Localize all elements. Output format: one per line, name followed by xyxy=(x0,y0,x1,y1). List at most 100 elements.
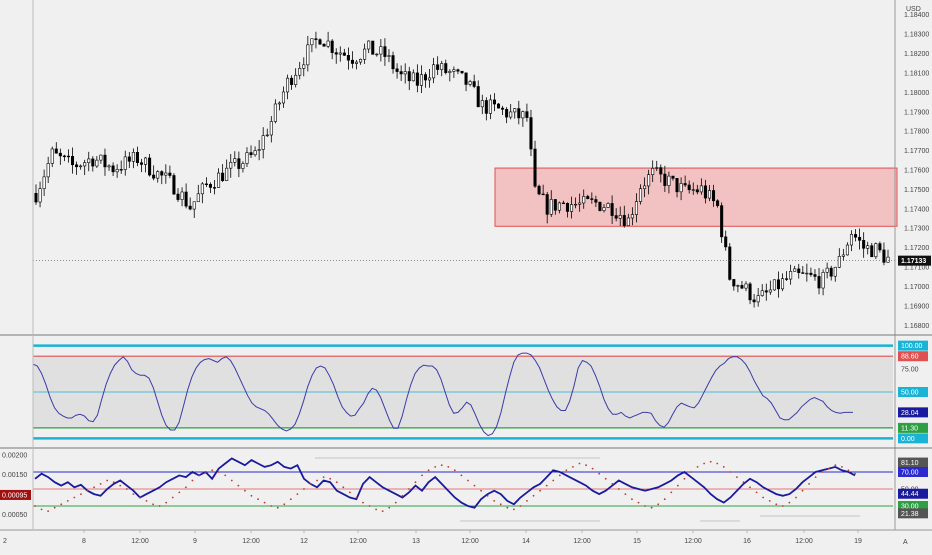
candle xyxy=(253,150,257,156)
osc-dot xyxy=(224,474,227,477)
candle xyxy=(245,152,249,164)
oscillator-pane[interactable] xyxy=(33,457,893,522)
candle xyxy=(144,157,148,165)
osc-dot xyxy=(348,491,351,494)
candle xyxy=(298,68,302,76)
candle xyxy=(578,202,582,205)
osc-dot xyxy=(729,471,732,473)
osc-dot xyxy=(283,503,286,506)
candle xyxy=(38,188,42,203)
osc-dot xyxy=(362,501,364,504)
osc-dot xyxy=(801,489,804,492)
price-tick-label: 1.17700 xyxy=(904,148,929,155)
candle xyxy=(411,72,415,82)
price-tick-label: 1.18300 xyxy=(904,32,929,39)
candle xyxy=(160,171,164,176)
osc-dot xyxy=(821,471,824,473)
osc-dot xyxy=(814,476,817,478)
corner-label[interactable]: A xyxy=(903,539,908,546)
osc-dot xyxy=(506,506,509,509)
osc-dot xyxy=(512,508,515,511)
candle xyxy=(423,74,428,81)
osc-dot xyxy=(631,498,633,501)
candle xyxy=(492,99,496,105)
osc-dot xyxy=(257,498,259,501)
candle xyxy=(359,58,363,63)
candle xyxy=(797,268,801,273)
candle xyxy=(286,77,290,93)
osc-dot xyxy=(211,469,214,472)
candle xyxy=(79,165,83,168)
candle xyxy=(643,185,647,190)
candle xyxy=(476,86,480,108)
osc-dot xyxy=(184,486,187,489)
osc-right-label: 81.10 xyxy=(901,460,919,467)
candle xyxy=(509,111,513,118)
osc-left-label: 0.00150 xyxy=(2,472,27,479)
candle xyxy=(468,81,472,85)
candle xyxy=(237,158,241,169)
stoch-axis-badge xyxy=(898,340,928,351)
candle xyxy=(75,164,79,168)
candle xyxy=(318,39,322,45)
osc-dot xyxy=(696,466,699,468)
osc-dot xyxy=(421,474,423,477)
osc-dot xyxy=(552,479,555,482)
osc-dot xyxy=(834,464,837,467)
osc-dot xyxy=(808,483,810,485)
candle xyxy=(854,234,858,238)
candle xyxy=(131,151,135,162)
candle xyxy=(557,202,561,211)
stoch-axis-badge xyxy=(898,407,928,418)
candle xyxy=(724,236,728,248)
osc-dot xyxy=(66,500,69,502)
osc-dot xyxy=(683,477,686,480)
candle xyxy=(785,278,789,280)
candle xyxy=(541,193,545,196)
candle xyxy=(444,63,448,73)
osc-right-label: 44.44 xyxy=(901,491,919,498)
time-tick-label: 14 xyxy=(522,538,530,545)
osc-dot xyxy=(624,493,627,495)
candle xyxy=(91,158,95,167)
osc-dot xyxy=(709,460,712,463)
price-tick-label: 1.17500 xyxy=(904,187,929,194)
osc-dot xyxy=(309,483,312,485)
candle xyxy=(744,283,748,289)
candle xyxy=(314,38,318,40)
osc-dot xyxy=(598,472,601,475)
osc-right-label: 70.00 xyxy=(901,470,919,477)
candle xyxy=(338,52,342,55)
candle xyxy=(683,183,687,186)
osc-left-label: 0.00200 xyxy=(2,453,27,460)
candle xyxy=(139,162,144,165)
candle xyxy=(375,53,379,56)
candle xyxy=(346,55,350,61)
osc-dot xyxy=(276,506,279,509)
candle xyxy=(501,107,505,110)
candle xyxy=(695,189,699,193)
osc-dot xyxy=(158,505,161,507)
osc-dot xyxy=(486,494,489,497)
osc-dot xyxy=(34,505,36,507)
stoch-axis-label: 75.00 xyxy=(901,366,919,373)
candle xyxy=(196,193,200,203)
osc-dot xyxy=(119,484,122,487)
osc-left-label: 0.00050 xyxy=(2,512,27,519)
osc-dot xyxy=(152,503,154,506)
candle xyxy=(306,44,310,66)
osc-dot xyxy=(93,486,95,489)
candle xyxy=(115,169,119,173)
candle xyxy=(809,272,813,275)
stochastic-pane[interactable] xyxy=(32,344,893,440)
candle xyxy=(225,167,229,181)
candle xyxy=(269,121,273,136)
candle xyxy=(707,190,712,199)
candle xyxy=(667,175,671,186)
osc-dot xyxy=(617,488,620,490)
candle xyxy=(622,215,626,226)
candle xyxy=(606,203,610,208)
candle xyxy=(813,274,817,277)
